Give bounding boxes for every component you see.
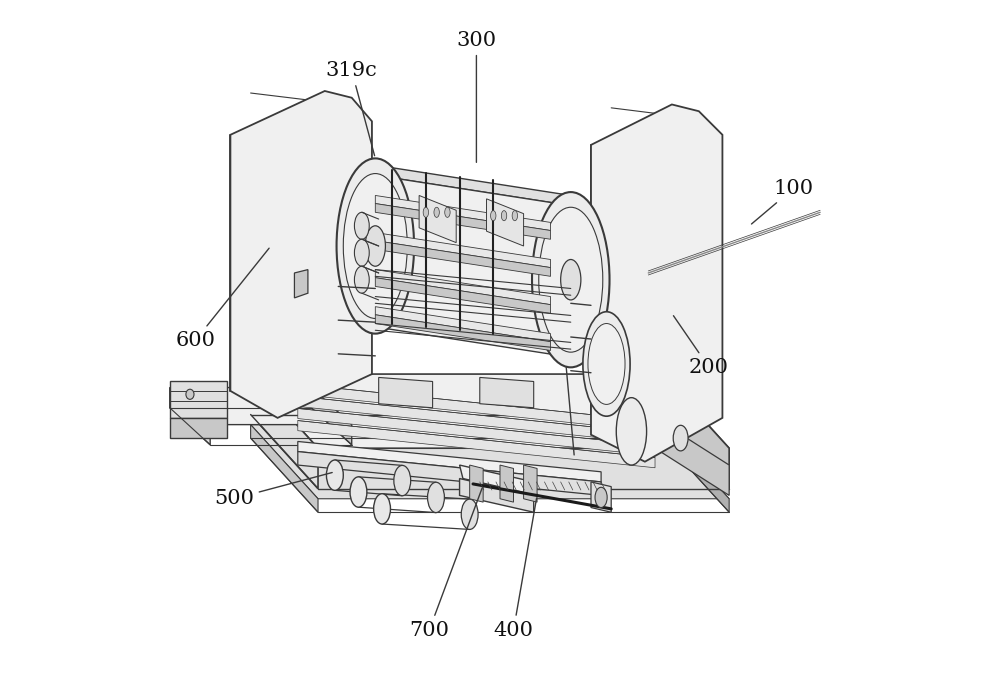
Ellipse shape <box>374 493 390 524</box>
Polygon shape <box>419 195 456 243</box>
Polygon shape <box>375 315 551 350</box>
Text: 300: 300 <box>456 31 496 162</box>
Polygon shape <box>170 388 352 425</box>
Polygon shape <box>251 425 729 499</box>
Polygon shape <box>311 388 352 445</box>
Ellipse shape <box>512 210 518 221</box>
Text: 500: 500 <box>214 472 332 508</box>
Polygon shape <box>655 418 729 495</box>
Ellipse shape <box>337 158 414 334</box>
Polygon shape <box>500 465 513 502</box>
Polygon shape <box>375 270 551 305</box>
Polygon shape <box>470 465 483 502</box>
Ellipse shape <box>423 208 429 218</box>
Polygon shape <box>375 307 551 342</box>
Ellipse shape <box>532 192 610 367</box>
Text: 100: 100 <box>751 179 813 224</box>
Polygon shape <box>251 374 318 489</box>
Polygon shape <box>298 441 601 482</box>
Polygon shape <box>298 421 655 468</box>
Text: 319c: 319c <box>326 61 378 156</box>
Ellipse shape <box>354 266 369 293</box>
Polygon shape <box>298 384 655 431</box>
Ellipse shape <box>616 398 647 465</box>
Polygon shape <box>170 418 227 438</box>
Polygon shape <box>170 388 210 445</box>
Ellipse shape <box>595 487 607 508</box>
Ellipse shape <box>491 210 496 221</box>
Polygon shape <box>298 408 655 456</box>
Ellipse shape <box>428 483 444 513</box>
Ellipse shape <box>461 499 478 530</box>
Polygon shape <box>375 204 551 239</box>
Polygon shape <box>375 241 551 276</box>
Text: 200: 200 <box>673 315 729 377</box>
Ellipse shape <box>445 208 450 218</box>
Polygon shape <box>662 425 729 512</box>
Polygon shape <box>230 91 372 418</box>
Polygon shape <box>662 374 729 489</box>
Ellipse shape <box>186 390 194 399</box>
Ellipse shape <box>501 210 507 221</box>
Polygon shape <box>251 425 318 512</box>
Polygon shape <box>375 165 571 206</box>
Ellipse shape <box>561 259 581 300</box>
Polygon shape <box>251 374 729 448</box>
Polygon shape <box>294 270 308 298</box>
Ellipse shape <box>588 324 625 404</box>
Ellipse shape <box>354 212 369 239</box>
Polygon shape <box>375 195 551 231</box>
Ellipse shape <box>596 351 604 363</box>
Polygon shape <box>298 396 655 443</box>
Polygon shape <box>460 479 534 512</box>
Polygon shape <box>591 482 611 512</box>
Polygon shape <box>487 199 524 246</box>
Ellipse shape <box>596 297 604 309</box>
Ellipse shape <box>539 208 603 352</box>
Ellipse shape <box>354 239 369 266</box>
Polygon shape <box>375 175 571 357</box>
Polygon shape <box>480 377 534 408</box>
Ellipse shape <box>343 173 407 318</box>
Polygon shape <box>591 104 722 462</box>
Text: 600: 600 <box>175 248 269 350</box>
Polygon shape <box>375 233 551 268</box>
Ellipse shape <box>583 311 630 416</box>
Ellipse shape <box>350 477 367 508</box>
Polygon shape <box>375 278 551 313</box>
Ellipse shape <box>394 465 411 496</box>
Text: 700: 700 <box>409 488 482 640</box>
Polygon shape <box>460 465 537 495</box>
Text: 400: 400 <box>493 498 537 640</box>
Ellipse shape <box>365 226 385 266</box>
Polygon shape <box>170 381 227 418</box>
Polygon shape <box>524 465 537 502</box>
Polygon shape <box>379 377 433 408</box>
Ellipse shape <box>326 460 343 491</box>
Ellipse shape <box>434 208 439 218</box>
Ellipse shape <box>596 243 604 255</box>
Ellipse shape <box>673 425 688 451</box>
Polygon shape <box>298 452 601 495</box>
